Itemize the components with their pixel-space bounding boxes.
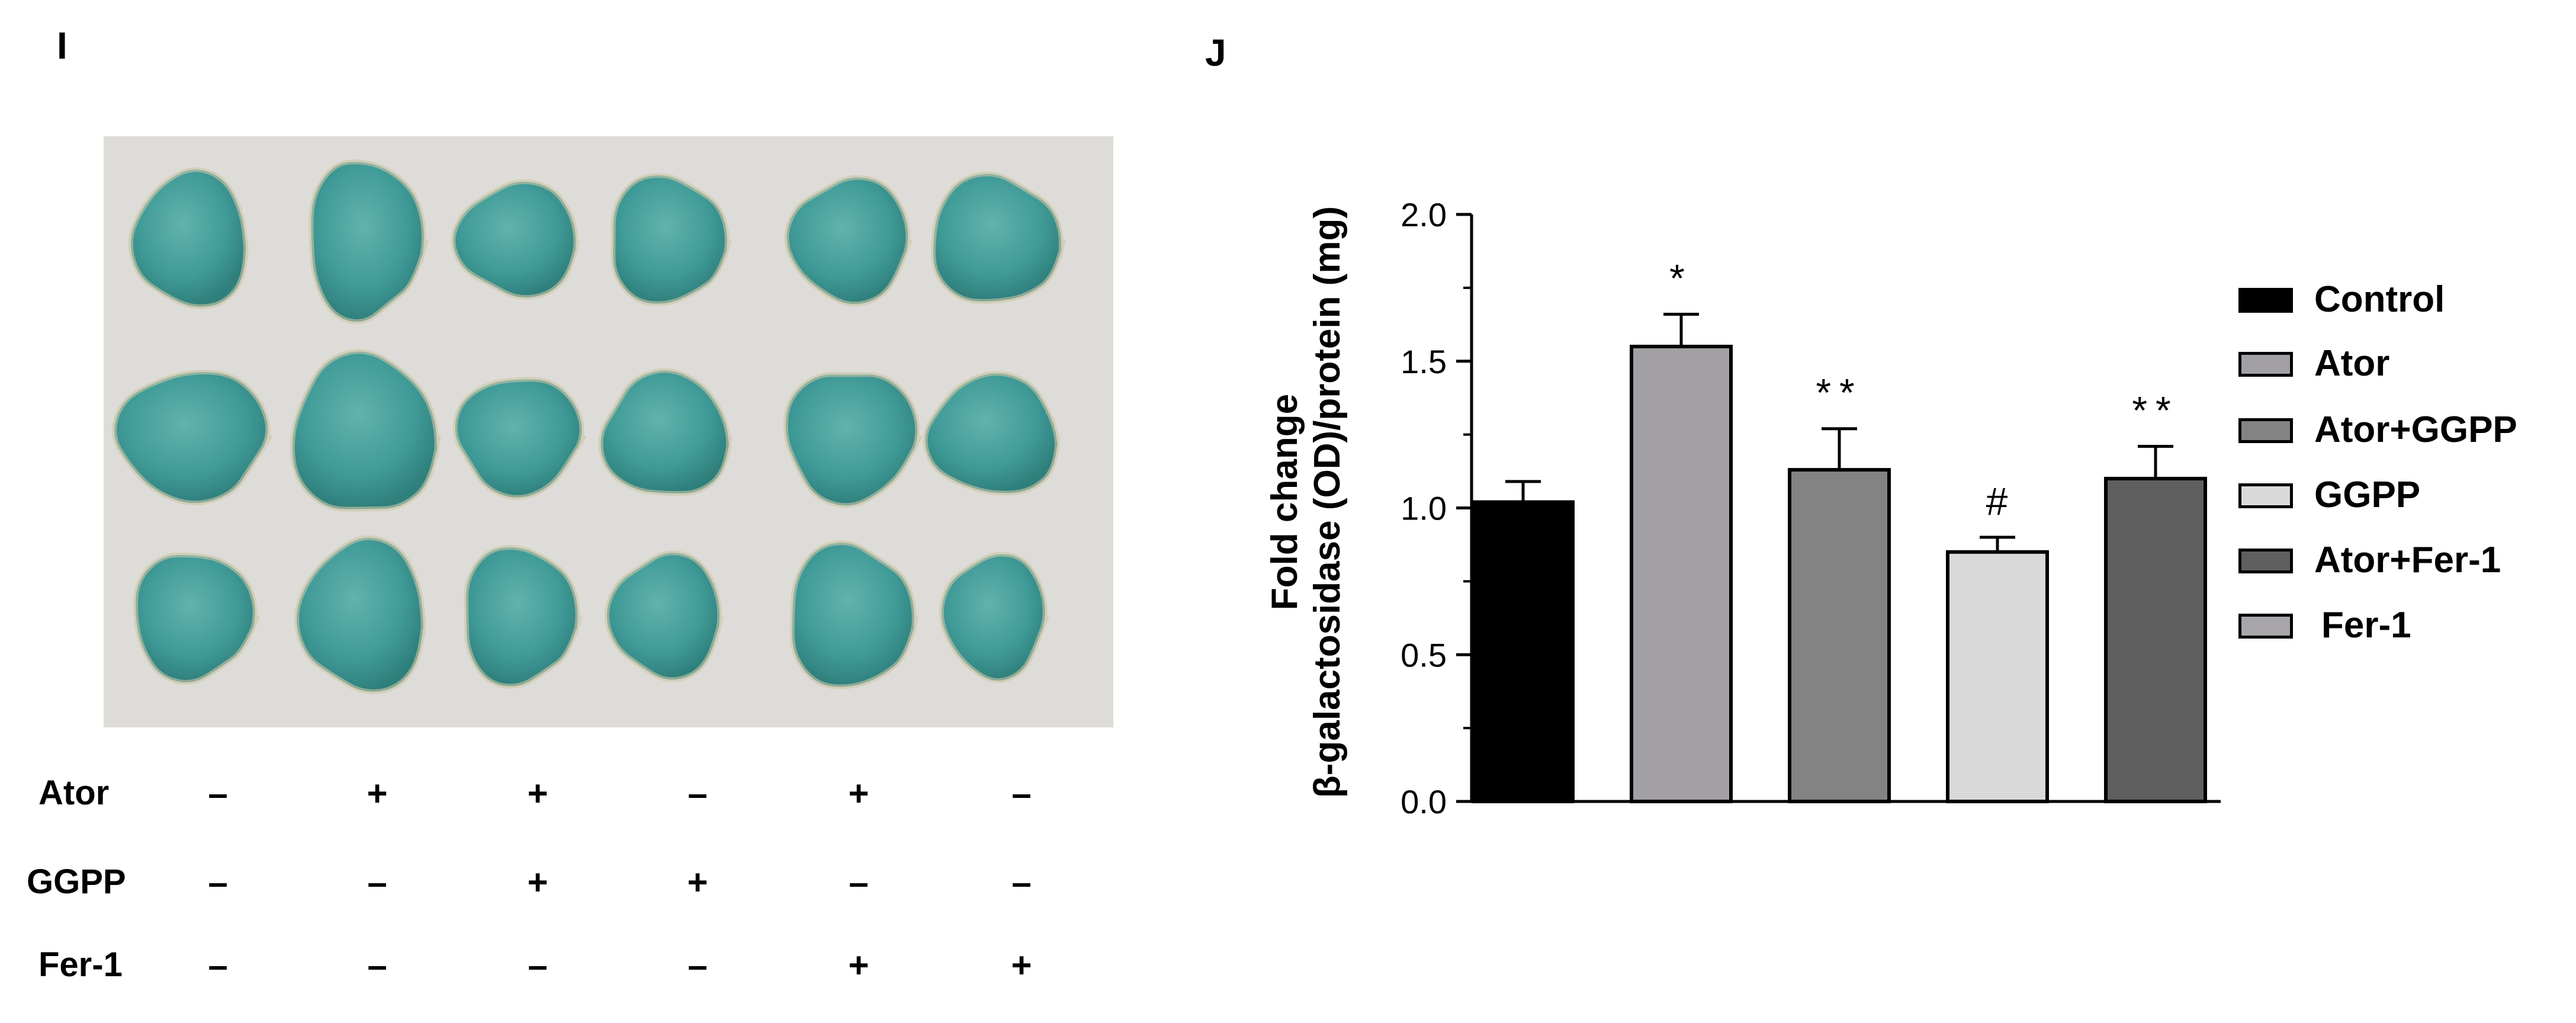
treatment-sign: – [367,945,387,985]
tissue-sample-3-3 [464,545,583,689]
y-axis-label: Fold change [1264,394,1305,610]
tissue-sample-3-1 [133,552,260,685]
treatment-label: Ator [38,774,110,812]
significance-mark: # [1986,479,2009,523]
bar-ator [1630,344,1733,804]
bar-ator-fer-1 [2104,476,2207,803]
significance-mark: * [1669,256,1693,300]
legend-label: Ator+GGPP [2314,409,2517,450]
tissue-photo [104,136,1113,727]
tissue-sample-1-2 [309,159,429,325]
tissue-sample-1-3 [451,179,580,300]
tissue-sample-3-6 [939,551,1049,683]
tissue-sample-2-3 [452,377,587,500]
panel-letter-j: J [1205,31,1226,74]
legend-swatch [2238,614,2293,639]
treatment-sign: – [688,774,708,813]
y-tick-label: 2.0 [1401,196,1447,233]
legend-swatch [2238,288,2293,313]
tissue-sample-3-5 [789,540,919,690]
legend-swatch [2238,418,2293,443]
legend-swatch [2238,352,2293,377]
treatment-sign: – [367,862,387,902]
treatment-sign: + [527,774,548,813]
legend-swatch [2238,483,2293,508]
legend-label: Ator+Fer-1 [2314,540,2501,581]
legend-swatch [2238,549,2293,573]
treatment-sign: – [688,945,708,985]
treatment-sign: – [1011,862,1032,902]
treatment-sign: – [528,945,548,985]
y-tick-label: 0.5 [1401,636,1447,674]
treatment-sign: – [849,862,869,902]
bar-ggpp [1946,550,2049,803]
treatment-sign: – [208,862,228,902]
treatment-sign: + [687,862,708,902]
significance-mark: ** [2132,388,2179,432]
tissue-sample-2-6 [923,371,1060,496]
tissue-sample-1-5 [784,175,913,307]
y-tick-label: 1.0 [1401,490,1447,527]
tissue-sample-2-4 [598,368,732,496]
treatment-sign: – [208,945,228,985]
panel-letter-i: I [57,24,68,67]
tissue-sample-3-4 [604,550,724,682]
treatment-sign: + [848,945,869,985]
tissue-sample-2-2 [290,349,441,512]
tissue-sample-1-6 [931,171,1066,304]
significance-mark: ** [1816,371,1862,415]
treatment-sign: + [527,862,548,902]
treatment-sign: + [848,774,869,813]
bar-control [1472,500,1575,804]
tissue-sample-1-4 [611,173,732,306]
tissue-sample-1-1 [128,167,249,309]
treatment-sign: + [1011,945,1032,985]
y-axis-label: β-galactosidase (OD)/protein (mg) [1307,206,1348,798]
bar-ator-ggpp [1788,468,1891,803]
tissue-sample-2-1 [112,370,273,506]
tissue-sample-2-5 [783,372,923,508]
legend-label: GGPP [2314,474,2421,515]
legend-label: Fer-1 [2321,605,2411,646]
y-tick-label: 1.5 [1401,343,1447,380]
legend-label: Control [2314,279,2445,320]
treatment-label: Fer-1 [38,945,123,984]
treatment-sign: – [1011,774,1032,813]
treatment-sign: + [367,774,388,813]
treatment-sign: – [208,774,228,813]
legend-label: Ator [2314,343,2390,384]
bar-chart: 0.0 0.5 1.0 1.5 2.0 Fold change β-galactosidas… [1264,196,2221,820]
treatment-label: GGPP [27,862,126,901]
y-tick-label: 0.0 [1401,783,1447,820]
tissue-sample-3-2 [294,535,426,694]
